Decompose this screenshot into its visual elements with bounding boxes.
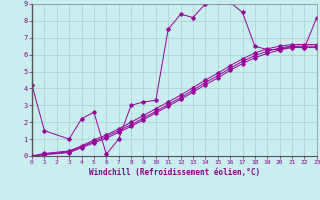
X-axis label: Windchill (Refroidissement éolien,°C): Windchill (Refroidissement éolien,°C) (89, 168, 260, 177)
